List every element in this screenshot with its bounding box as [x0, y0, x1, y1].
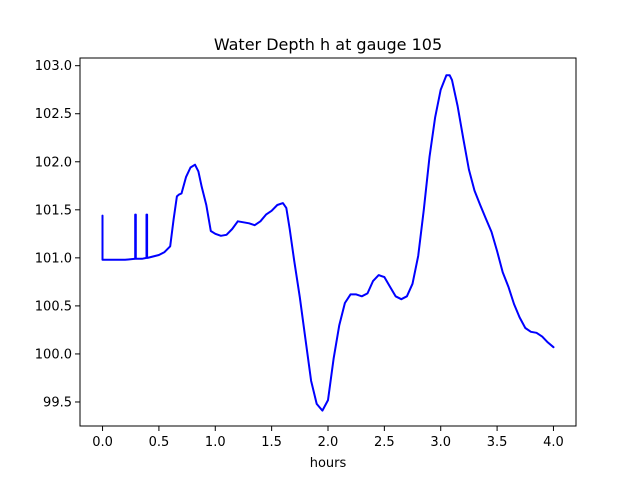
- y-tick-label: 101.0: [35, 251, 72, 266]
- y-tick-label: 102.5: [35, 107, 72, 122]
- y-tick-label: 101.5: [35, 203, 72, 218]
- chart-title: Water Depth h at gauge 105: [214, 35, 442, 54]
- y-tick-label: 100.5: [35, 299, 72, 314]
- x-tick-label: 4.0: [543, 435, 564, 450]
- x-tick-label: 2.5: [374, 435, 395, 450]
- y-tick-label: 100.0: [35, 347, 72, 362]
- series-line: [101, 74, 555, 412]
- x-tick-label: 3.5: [487, 435, 508, 450]
- x-tick-label: 0.0: [92, 435, 113, 450]
- y-tick-label: 99.5: [43, 395, 72, 410]
- y-tick-label: 103.0: [35, 59, 72, 74]
- x-axis-label: hours: [310, 456, 347, 471]
- series-layer: [101, 74, 555, 412]
- y-tick-label: 102.0: [35, 155, 72, 170]
- x-tick-label: 3.0: [430, 435, 451, 450]
- x-tick-label: 1.5: [261, 435, 282, 450]
- x-tick-label: 2.0: [318, 435, 339, 450]
- x-tick-label: 0.5: [149, 435, 170, 450]
- x-axis: 0.0 0.5 1.0 1.5 2.0 2.5 3.0 3.5 4.0: [92, 426, 564, 450]
- x-tick-label: 1.0: [205, 435, 226, 450]
- y-axis: 99.5 100.0 100.5 101.0 101.5 102.0 102.5 103.0: [35, 59, 80, 410]
